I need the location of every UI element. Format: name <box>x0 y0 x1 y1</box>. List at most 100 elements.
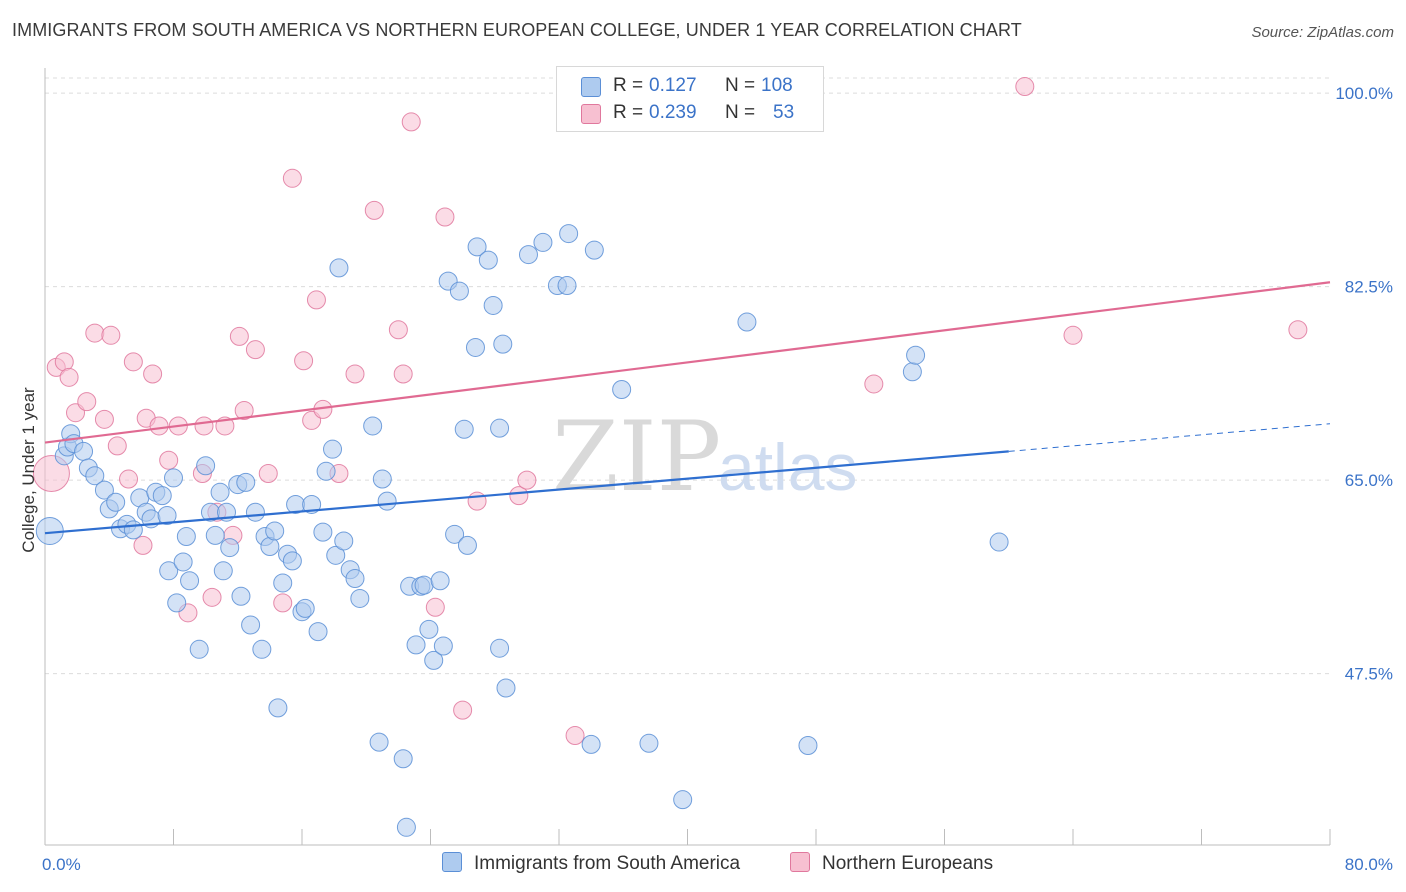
south-america-point <box>189 639 209 659</box>
south-america-point <box>406 635 426 655</box>
northern-european-point <box>294 351 314 371</box>
grid-lines <box>45 77 1330 675</box>
south-america-point <box>74 441 94 461</box>
south-america-point <box>369 732 389 752</box>
south-america-point <box>245 502 265 522</box>
south-america-point <box>457 535 477 555</box>
legend-swatch-blue <box>581 77 601 97</box>
source-credit: Source: ZipAtlas.com <box>1251 24 1394 41</box>
legend-n-label: N = <box>725 75 756 96</box>
south-america-point <box>533 232 553 252</box>
northern-european-point <box>401 112 421 132</box>
x-tick-label: 80.0% <box>1345 855 1393 874</box>
legend-r-label: R = <box>613 102 644 123</box>
northern-european-point <box>149 416 169 436</box>
northern-european-point <box>245 340 265 360</box>
trend-lines <box>44 281 1331 535</box>
legend-r-label: R = <box>613 75 644 96</box>
south-america-point <box>467 237 487 257</box>
south-america-point <box>329 258 349 278</box>
south-america-point <box>316 461 336 481</box>
northern-european-point <box>273 593 293 613</box>
south-america-point <box>85 466 105 486</box>
northern-european-point <box>306 290 326 310</box>
watermark: ZIP atlas <box>552 401 857 513</box>
south-america-point <box>906 345 926 365</box>
northern-european-point <box>258 464 278 484</box>
northern-european-point <box>282 168 302 188</box>
south-america-point <box>363 416 383 436</box>
south-america-point <box>372 469 392 489</box>
bottom-legend-swatch-blue <box>442 852 462 872</box>
south-america-point <box>123 520 143 540</box>
bottom-legend-northern-europeans: Northern Europeans <box>790 852 993 875</box>
south-america-point <box>106 492 126 512</box>
south-america-point <box>559 224 579 244</box>
south-america-point <box>176 527 196 547</box>
south-america-point <box>205 525 225 545</box>
data-points <box>32 77 1308 837</box>
legend-n-value: 108 <box>761 75 793 96</box>
northern-european-point <box>467 491 487 511</box>
south-america-point <box>419 619 439 639</box>
south-america-point <box>334 531 354 551</box>
south-america-point <box>350 588 370 608</box>
northern-european-point <box>32 455 70 493</box>
south-america-point <box>210 482 230 502</box>
south-america-point <box>345 569 365 589</box>
northern-european-point <box>1015 77 1035 97</box>
south-america-point <box>989 532 1009 552</box>
south-america-point <box>273 573 293 593</box>
northern-european-point <box>77 392 97 412</box>
south-america-point <box>490 418 510 438</box>
south-america-point <box>396 817 416 837</box>
northern-european-point <box>85 323 105 343</box>
south-america-point <box>282 551 302 571</box>
south-america-point <box>313 522 333 542</box>
south-america-point <box>302 494 322 514</box>
south-america-point <box>173 552 193 572</box>
northern-european-point <box>234 400 254 420</box>
y-tick-label: 47.5% <box>1345 665 1393 684</box>
south-america-point <box>159 561 179 581</box>
northern-european-point <box>435 207 455 227</box>
south-america-point <box>584 240 604 260</box>
south-america-point <box>295 598 315 618</box>
northern-european-point <box>107 436 127 456</box>
south-america-point <box>581 734 601 754</box>
northern-european-point <box>159 450 179 470</box>
south-america-point <box>465 337 485 357</box>
watermark-zip: ZIP <box>552 401 721 513</box>
south-america-point <box>94 480 114 500</box>
south-america-point <box>157 506 177 526</box>
x-tick-label: 0.0% <box>42 855 81 874</box>
south-america-point <box>308 622 328 642</box>
south-america-point <box>433 636 453 656</box>
northern-european-point <box>1288 320 1308 340</box>
y-tick-label: 100.0% <box>1335 84 1393 103</box>
northern-european-point <box>517 470 537 490</box>
south-america-point <box>902 362 922 382</box>
northern-european-point <box>119 469 139 489</box>
south-america-trend-line <box>44 450 1009 535</box>
northern-european-point <box>94 409 114 429</box>
south-america-point <box>478 250 498 270</box>
south-america-point <box>424 650 444 670</box>
legend-r-value: 0.127 <box>649 75 697 96</box>
legend-n-value: 53 <box>773 102 795 123</box>
south-america-point <box>496 678 516 698</box>
northern-european-trend-line <box>44 281 1331 444</box>
northern-european-point <box>364 200 384 220</box>
south-america-point <box>557 276 577 296</box>
northern-european-point <box>425 597 445 617</box>
northern-european-point <box>388 320 408 340</box>
south-america-point <box>196 456 216 476</box>
northern-european-point <box>509 486 529 506</box>
south-america-point <box>167 593 187 613</box>
south-america-point <box>483 295 503 315</box>
south-america-point <box>326 545 346 565</box>
south-america-point <box>152 486 172 506</box>
bottom-legend-label: Immigrants from South America <box>474 853 741 874</box>
south-america-point <box>377 491 397 511</box>
south-america-point <box>518 245 538 265</box>
